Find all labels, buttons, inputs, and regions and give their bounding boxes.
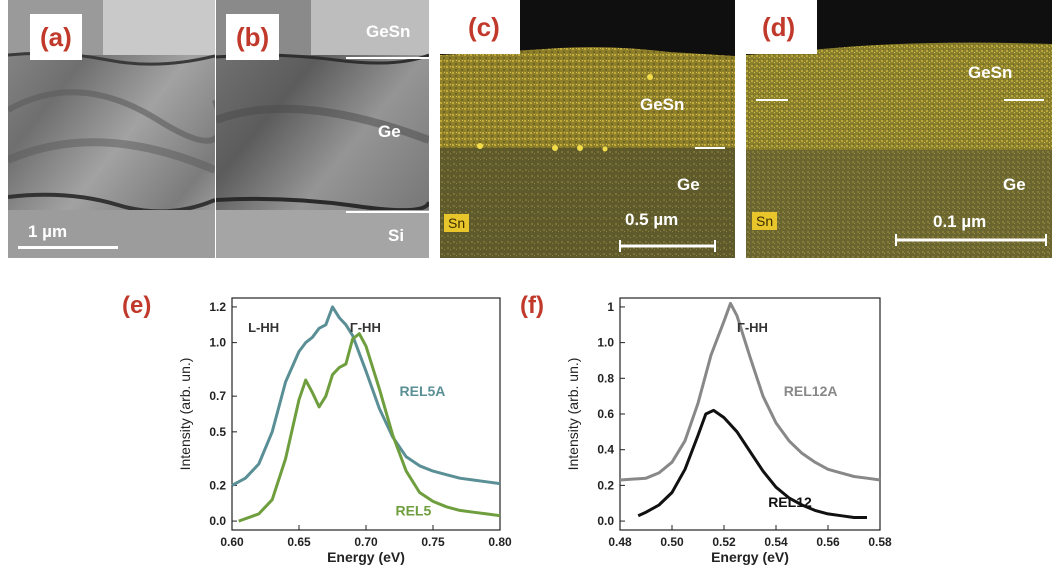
- panel-label-e: (e): [122, 292, 152, 319]
- scale-bar-label-a: 1 µm: [28, 222, 68, 241]
- x-tick-label: 0.75: [421, 535, 445, 549]
- element-tag-c: Sn: [444, 214, 470, 232]
- peak-annotation: Γ-HH: [350, 320, 381, 335]
- layer-label-b-ge: Ge: [378, 122, 401, 141]
- scale-bar-a: [18, 246, 118, 249]
- series-label-rel5a: REL5A: [400, 383, 446, 399]
- layer-label-d-ge: Ge: [1003, 175, 1026, 194]
- x-tick-label: 0.60: [220, 535, 244, 549]
- layer-label-b-si: Si: [388, 226, 405, 245]
- peak-annotation: L-HH: [248, 320, 279, 335]
- x-tick-label: 0.70: [354, 535, 378, 549]
- x-tick-label: 0.80: [488, 535, 512, 549]
- x-tick-label: 0.50: [660, 535, 684, 549]
- peak-annotation: Γ-HH: [737, 320, 768, 335]
- y-tick-label: 0.0: [597, 514, 614, 528]
- tem-a-graphic: [8, 0, 215, 258]
- spectrum-chart-e: 0.60 0.65 0.70 0.75 0.80 0.0 0.2 0.5 0.7 1.0 1.2 En…: [177, 297, 512, 565]
- y-tick-label: 0.2: [597, 478, 614, 492]
- x-tick-label: 0.52: [712, 535, 736, 549]
- y-tick-label: 1: [607, 300, 614, 314]
- y-tick-label: 0.5: [209, 425, 226, 439]
- y-tick-label: 0.0: [209, 514, 226, 528]
- y-tick-label: 1.2: [209, 300, 226, 314]
- y-tick-label: 1.0: [597, 336, 614, 350]
- series-label-rel12: REL12: [768, 494, 812, 510]
- eds-map-d: (d) GeSn Ge Sn 0.1 µm: [746, 0, 1052, 258]
- y-tick-label: 1.0: [209, 336, 226, 350]
- y-tick-label: 0.2: [209, 478, 226, 492]
- series-label-rel5: REL5: [395, 503, 431, 519]
- y-tick-label: 0.7: [209, 389, 226, 403]
- series-label-rel12a: REL12A: [784, 383, 838, 399]
- tem-b-graphic: [216, 0, 429, 258]
- series-line-rel12a: [619, 301, 881, 482]
- panel-label-b: (b): [226, 14, 280, 60]
- y-axis-label: Intensity (arb. un.): [565, 358, 581, 471]
- tem-image-b: (b) GeSn Ge Si: [216, 0, 429, 258]
- x-tick-label: 0.54: [764, 535, 788, 549]
- y-tick-label: 0.4: [597, 443, 614, 457]
- layer-label-b-gesn: GeSn: [366, 22, 411, 41]
- tem-image-a: (a) 1 µm: [8, 0, 215, 258]
- panel-label-c: (c): [440, 0, 520, 54]
- y-tick-label: 0.8: [597, 371, 614, 385]
- panel-label-f: (f): [520, 292, 544, 319]
- y-axis-label: Intensity (arb. un.): [177, 358, 193, 471]
- eds-d-graphic: [746, 0, 1052, 258]
- layer-label-c-ge: Ge: [677, 175, 700, 194]
- layer-label-d-gesn: GeSn: [968, 63, 1013, 82]
- eds-map-c: (c) GeSn Ge Sn 0.5 µm: [440, 0, 735, 258]
- x-axis-label: Energy (eV): [711, 549, 789, 565]
- y-tick-label: 0.6: [597, 407, 614, 421]
- panel-label-d: (d): [746, 0, 818, 54]
- panel-label-a: (a): [30, 14, 82, 60]
- x-tick-label: 0.48: [608, 535, 632, 549]
- x-tick-label: 0.56: [816, 535, 840, 549]
- series-line-rel12: [637, 408, 867, 519]
- x-tick-label: 0.65: [287, 535, 311, 549]
- spectrum-chart-f: 0.48 0.50 0.52 0.54 0.56 0.58 0.0 0.2 0.4 0.6 0.8 1…: [565, 297, 892, 565]
- layer-label-c-gesn: GeSn: [640, 95, 685, 114]
- eds-c-graphic: [440, 0, 735, 258]
- x-tick-label: 0.58: [868, 535, 892, 549]
- element-tag-d: Sn: [752, 212, 778, 230]
- series-line-rel5: [238, 332, 501, 523]
- series-line-rel5a: [231, 305, 501, 487]
- scale-bar-label-d: 0.1 µm: [933, 212, 987, 231]
- scale-bar-label-c: 0.5 µm: [625, 210, 679, 229]
- x-axis-label: Energy (eV): [327, 549, 405, 565]
